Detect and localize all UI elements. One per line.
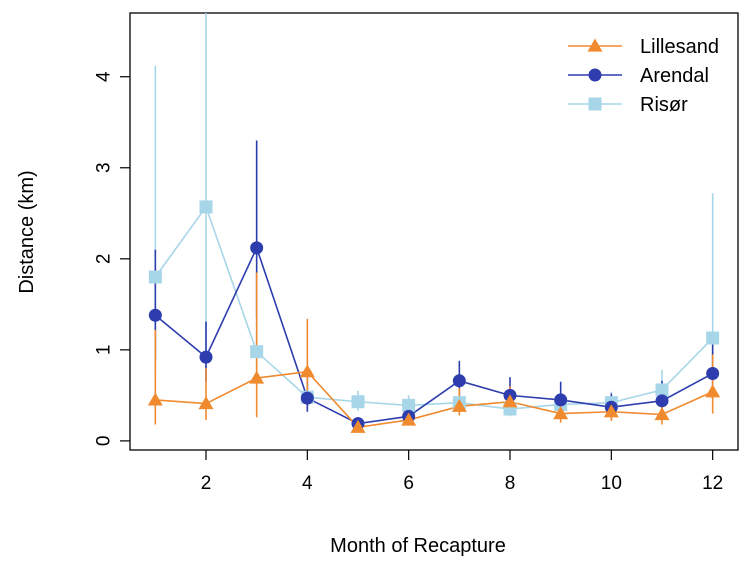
x-axis-title: Month of Recapture bbox=[330, 535, 506, 557]
x-tick-label: 4 bbox=[302, 473, 313, 494]
x-tick-label: 10 bbox=[601, 473, 622, 494]
lillesand-point bbox=[705, 384, 721, 398]
arendal-point bbox=[148, 308, 162, 322]
legend-lillesand-marker bbox=[587, 38, 603, 52]
lillesand-point bbox=[198, 396, 214, 410]
legend-risor-label: Risør bbox=[640, 94, 688, 116]
legend-risor-marker bbox=[588, 97, 602, 111]
lillesand-point bbox=[350, 419, 366, 433]
arendal-point bbox=[452, 374, 466, 388]
lillesand-point bbox=[249, 370, 265, 384]
legend-lillesand-label: Lillesand bbox=[640, 36, 719, 58]
arendal-point bbox=[655, 394, 669, 408]
legend: Lillesand Arendal Risør bbox=[568, 36, 719, 116]
x-tick-label: 6 bbox=[403, 473, 414, 494]
arendal-point bbox=[250, 241, 264, 255]
arendal-point bbox=[199, 350, 213, 364]
lillesand-point bbox=[401, 412, 417, 426]
arendal-line bbox=[154, 245, 714, 425]
legend-arendal-label: Arendal bbox=[640, 65, 709, 87]
lillesand-point bbox=[147, 392, 163, 406]
lillesand-point bbox=[603, 404, 619, 418]
lillesand-point bbox=[654, 407, 670, 421]
risor-point bbox=[655, 383, 669, 397]
lillesand-point bbox=[299, 364, 315, 378]
y-tick-label: 4 bbox=[94, 71, 115, 82]
arendal-point bbox=[706, 367, 720, 381]
arendal-point bbox=[300, 391, 314, 405]
lillesand-point bbox=[451, 398, 467, 412]
risor-point bbox=[351, 395, 365, 409]
series-markers bbox=[147, 200, 721, 433]
risor-point bbox=[402, 398, 416, 412]
risor-point bbox=[250, 345, 264, 359]
x-tick-label: 12 bbox=[702, 473, 723, 494]
lillesand-point bbox=[502, 394, 518, 408]
risor-point bbox=[148, 270, 162, 284]
y-tick-label: 1 bbox=[94, 345, 115, 356]
risor-point bbox=[199, 200, 213, 214]
legend-arendal-marker bbox=[588, 68, 602, 82]
y-tick-label: 2 bbox=[94, 254, 115, 265]
lillesand-point bbox=[553, 406, 569, 420]
x-tick-label: 8 bbox=[505, 473, 516, 494]
risor-point bbox=[706, 331, 720, 345]
lillesand-line bbox=[155, 370, 713, 429]
error-bars bbox=[154, 13, 714, 431]
y-tick-label: 0 bbox=[94, 436, 115, 447]
arendal-point bbox=[554, 393, 568, 407]
plot-frame bbox=[129, 12, 739, 451]
y-tick-label: 3 bbox=[94, 162, 115, 173]
risor-line bbox=[154, 205, 714, 410]
x-tick-label: 2 bbox=[201, 473, 212, 494]
series-lines bbox=[154, 205, 714, 429]
y-axis-title: Distance (km) bbox=[16, 170, 38, 293]
